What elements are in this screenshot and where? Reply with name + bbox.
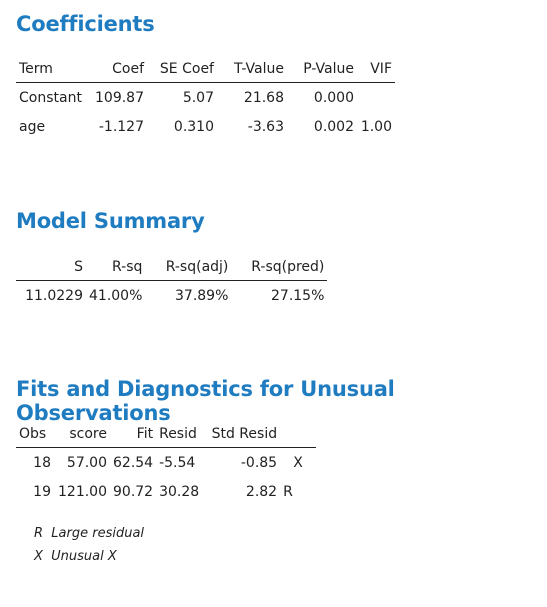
table-cell: 41.00% — [89, 287, 143, 304]
unusual-observations-title: Fits and Diagnostics for Unusual Observa… — [16, 377, 395, 425]
table-cell: 19 — [33, 483, 51, 500]
table-cell: 30.28 — [159, 483, 200, 500]
table-cell: X — [293, 454, 303, 471]
table-cell: 90.72 — [113, 483, 154, 500]
column-header: Coef — [92, 58, 147, 83]
table-cell: 121.00 — [58, 483, 107, 500]
coefficients-table: Term Coef SE Coef T-Value P-Value VIF Co… — [16, 58, 395, 141]
table-row: 19 121.00 90.72 30.28 2.82 R — [16, 477, 316, 506]
table-header-row: S R-sq R-sq(adj) R-sq(pred) — [16, 256, 328, 281]
table-cell: age — [19, 118, 46, 135]
column-header: S — [16, 256, 86, 281]
model-summary-table: S R-sq R-sq(adj) R-sq(pred) 11.0229 41.0… — [16, 256, 328, 311]
model-summary-title: Model Summary — [16, 209, 205, 233]
column-header: Std Resid — [206, 423, 281, 448]
table-cell: 2.82 — [245, 483, 278, 500]
table-cell: 57.00 — [66, 454, 107, 471]
table-row: Constant 109.87 5.07 21.68 0.000 — [16, 83, 395, 113]
table-cell: 5.07 — [182, 89, 214, 106]
column-header: T-Value — [217, 58, 287, 83]
column-header: Obs — [16, 423, 54, 448]
table-header-row: Obs score Fit Resid Std Resid — [16, 423, 317, 448]
column-header: Term — [16, 58, 92, 83]
column-header — [280, 423, 317, 448]
column-header: Fit — [110, 423, 157, 448]
table-cell: 1.00 — [360, 118, 392, 135]
footnote-unusual-x: X Unusual X — [34, 549, 117, 564]
column-header: score — [54, 423, 110, 448]
table-cell: 37.89% — [175, 287, 229, 304]
table-row: 11.0229 41.00% 37.89% 27.15% — [16, 281, 327, 311]
table-cell: 0.310 — [173, 118, 214, 135]
table-cell: Constant — [19, 89, 82, 106]
table-cell: -1.127 — [98, 118, 144, 135]
column-header: Resid — [156, 423, 207, 448]
table-cell: -5.54 — [159, 454, 196, 471]
column-header: VIF — [357, 58, 395, 83]
unusual-observations-table: Obs score Fit Resid Std Resid 18 57.00 6… — [16, 423, 317, 506]
table-cell: 21.68 — [243, 89, 284, 106]
table-cell: 18 — [33, 454, 51, 471]
footnote-large-residual: R Large residual — [34, 526, 145, 541]
table-cell: -3.63 — [247, 118, 284, 135]
column-header: P-Value — [287, 58, 357, 83]
table-cell: 62.54 — [113, 454, 154, 471]
column-header: SE Coef — [147, 58, 217, 83]
column-header: R-sq — [86, 256, 146, 281]
table-cell: R — [283, 483, 293, 500]
column-header: R-sq(adj) — [145, 256, 232, 281]
table-cell: 11.0229 — [25, 287, 83, 304]
table-header-row: Term Coef SE Coef T-Value P-Value VIF — [16, 58, 395, 83]
table-cell — [357, 83, 395, 113]
table-cell: 0.000 — [313, 89, 354, 106]
coefficients-title: Coefficients — [16, 12, 155, 36]
table-cell: 0.002 — [313, 118, 354, 135]
table-row: 18 57.00 62.54 -5.54 -0.85 X — [16, 448, 316, 478]
table-cell: -0.85 — [240, 454, 278, 471]
column-header: R-sq(pred) — [231, 256, 328, 281]
table-cell: 27.15% — [271, 287, 325, 304]
table-cell: 109.87 — [95, 89, 144, 106]
table-row: age -1.127 0.310 -3.63 0.002 1.00 — [16, 112, 395, 141]
